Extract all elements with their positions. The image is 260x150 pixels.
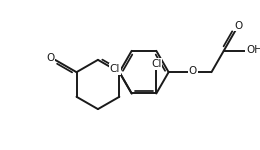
- Text: Cl: Cl: [151, 59, 161, 69]
- Text: Cl: Cl: [109, 64, 120, 74]
- Text: O: O: [234, 21, 242, 30]
- Text: O: O: [189, 66, 197, 76]
- Text: O: O: [46, 53, 54, 63]
- Text: OH: OH: [246, 45, 260, 55]
